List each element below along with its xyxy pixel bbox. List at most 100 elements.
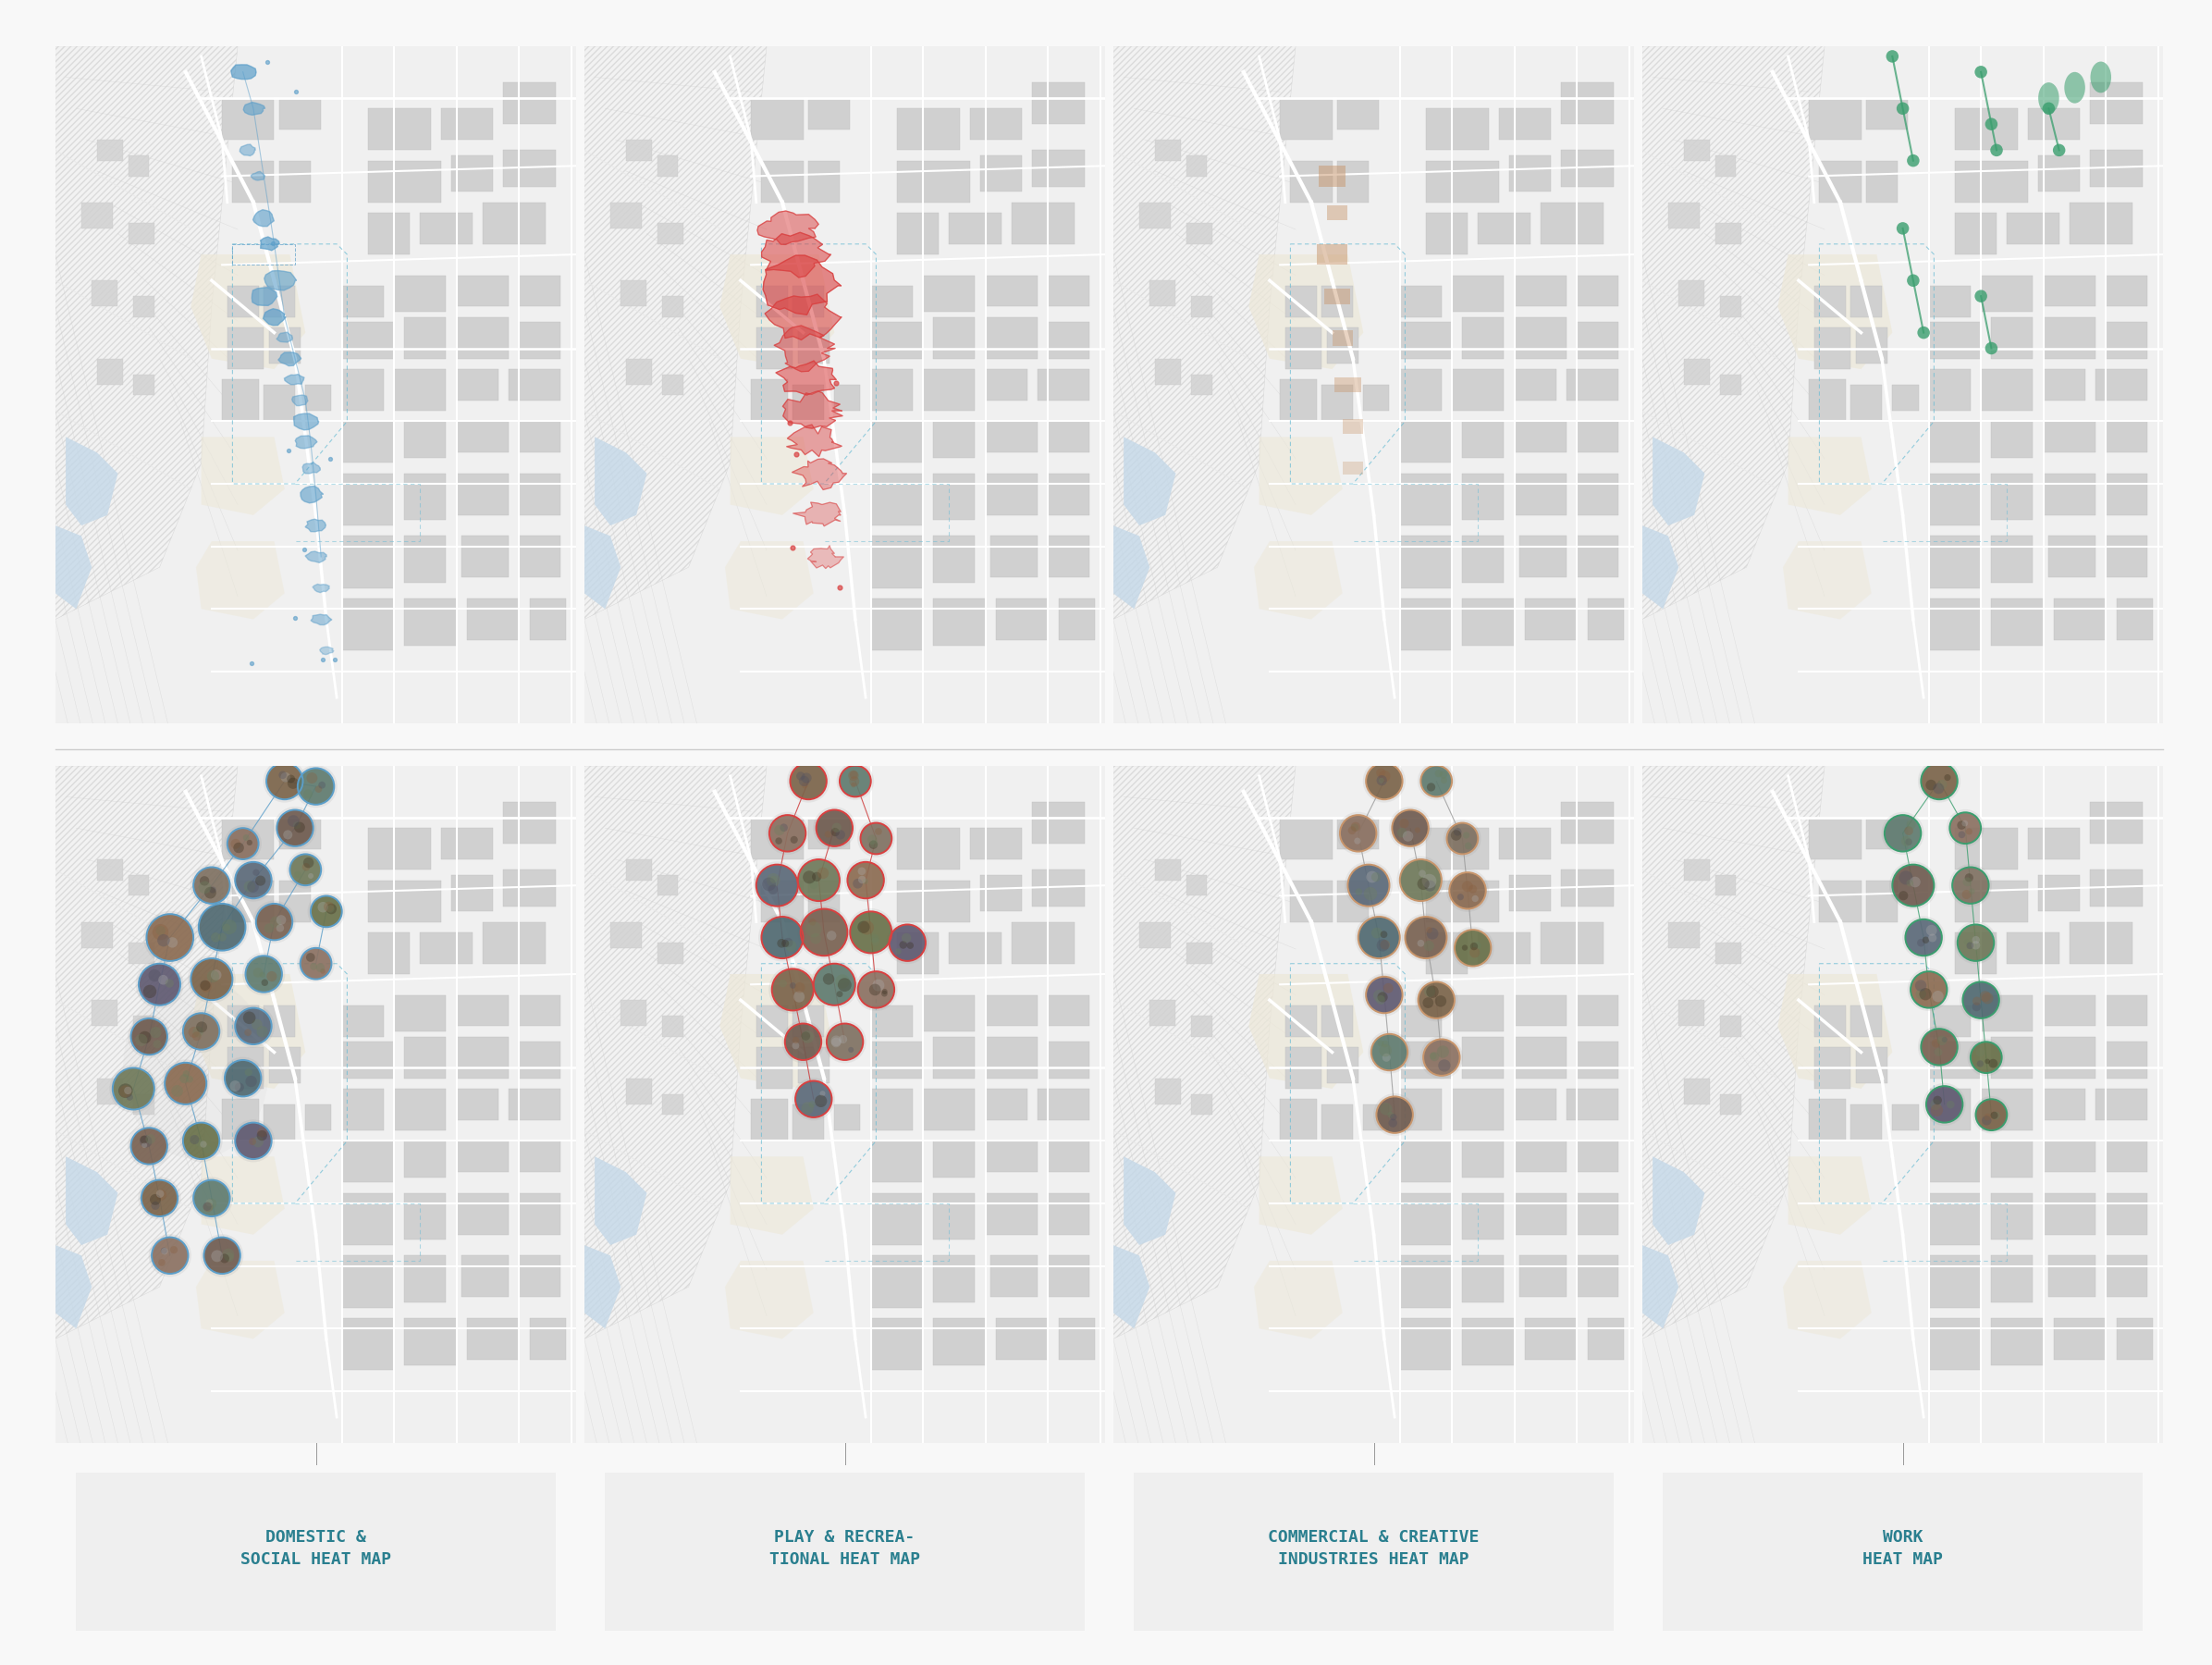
Circle shape bbox=[801, 783, 807, 789]
Bar bbox=[1400, 370, 1442, 411]
Bar bbox=[1155, 140, 1181, 160]
Bar bbox=[1281, 1099, 1316, 1141]
Bar bbox=[2044, 421, 2095, 453]
Circle shape bbox=[814, 806, 856, 849]
Bar bbox=[405, 1255, 447, 1302]
Circle shape bbox=[254, 876, 265, 886]
Circle shape bbox=[1896, 221, 1909, 235]
Bar bbox=[834, 1104, 860, 1131]
Bar bbox=[343, 421, 394, 463]
Circle shape bbox=[1958, 924, 1993, 961]
Polygon shape bbox=[730, 436, 814, 514]
Bar bbox=[1856, 328, 1887, 365]
Circle shape bbox=[234, 862, 272, 899]
Circle shape bbox=[1927, 924, 1938, 936]
Bar bbox=[456, 1141, 509, 1172]
Circle shape bbox=[294, 764, 336, 808]
Bar bbox=[1451, 275, 1504, 311]
Circle shape bbox=[816, 867, 830, 879]
Bar bbox=[896, 881, 969, 922]
Bar bbox=[1955, 108, 2017, 150]
Circle shape bbox=[139, 1136, 148, 1144]
Bar bbox=[263, 385, 294, 421]
Circle shape bbox=[1962, 982, 2000, 1019]
Circle shape bbox=[1891, 864, 1933, 906]
Circle shape bbox=[248, 839, 252, 846]
Circle shape bbox=[246, 1069, 252, 1076]
Polygon shape bbox=[292, 395, 307, 406]
Polygon shape bbox=[584, 47, 768, 619]
Circle shape bbox=[1918, 759, 1960, 803]
Bar bbox=[2106, 996, 2148, 1026]
Circle shape bbox=[1971, 941, 1980, 949]
Circle shape bbox=[299, 768, 334, 804]
Bar bbox=[1325, 288, 1349, 305]
Point bbox=[270, 436, 305, 463]
Circle shape bbox=[204, 1202, 212, 1212]
Circle shape bbox=[1947, 1101, 1955, 1109]
Circle shape bbox=[128, 1124, 170, 1167]
Polygon shape bbox=[1783, 541, 1871, 619]
Bar bbox=[305, 1104, 332, 1131]
Circle shape bbox=[206, 1199, 217, 1209]
Bar bbox=[2055, 598, 2106, 641]
Bar bbox=[872, 1319, 922, 1370]
Bar bbox=[1155, 1079, 1181, 1104]
Bar bbox=[1683, 859, 1710, 881]
Bar bbox=[405, 1319, 456, 1365]
Bar bbox=[872, 1192, 922, 1245]
Circle shape bbox=[307, 892, 345, 931]
Text: COMMERCIAL & CREATIVE
INDUSTRIES HEAT MAP: COMMERCIAL & CREATIVE INDUSTRIES HEAT MA… bbox=[1267, 1530, 1480, 1568]
Circle shape bbox=[1469, 884, 1478, 894]
Text: PLAY & RECREA-
TIONAL HEAT MAP: PLAY & RECREA- TIONAL HEAT MAP bbox=[770, 1530, 920, 1568]
Circle shape bbox=[197, 1022, 208, 1032]
Text: WORK
HEAT MAP: WORK HEAT MAP bbox=[1863, 1530, 1942, 1568]
Bar bbox=[1991, 536, 2033, 583]
Circle shape bbox=[230, 1081, 241, 1092]
Circle shape bbox=[274, 806, 316, 849]
Circle shape bbox=[265, 971, 276, 982]
Bar bbox=[1577, 1042, 1619, 1079]
Bar bbox=[1338, 98, 1378, 130]
Bar bbox=[1851, 385, 1882, 421]
Bar bbox=[1150, 280, 1177, 306]
Circle shape bbox=[1920, 987, 1931, 1001]
Bar bbox=[792, 286, 825, 316]
Circle shape bbox=[148, 969, 161, 982]
Bar bbox=[1281, 380, 1316, 421]
Bar bbox=[1520, 536, 1566, 578]
Bar bbox=[1451, 370, 1504, 411]
Polygon shape bbox=[783, 391, 843, 428]
Circle shape bbox=[803, 871, 816, 884]
Circle shape bbox=[836, 763, 874, 799]
Circle shape bbox=[1420, 766, 1451, 798]
Circle shape bbox=[1962, 821, 1969, 826]
Circle shape bbox=[907, 942, 914, 949]
Bar bbox=[2090, 869, 2143, 906]
Bar bbox=[872, 598, 922, 651]
Bar bbox=[872, 370, 914, 411]
FancyBboxPatch shape bbox=[1663, 1474, 2143, 1632]
Circle shape bbox=[276, 809, 314, 846]
Circle shape bbox=[257, 904, 292, 941]
Bar bbox=[872, 1042, 922, 1079]
Circle shape bbox=[801, 1102, 814, 1114]
Polygon shape bbox=[1787, 436, 1871, 514]
Circle shape bbox=[126, 1094, 133, 1101]
Circle shape bbox=[1420, 1036, 1462, 1079]
Bar bbox=[1192, 375, 1212, 395]
Circle shape bbox=[319, 902, 327, 912]
Polygon shape bbox=[1113, 766, 1296, 1339]
Circle shape bbox=[1363, 974, 1405, 1016]
Circle shape bbox=[252, 1136, 263, 1147]
Bar bbox=[1515, 1037, 1566, 1079]
Polygon shape bbox=[243, 102, 265, 115]
Circle shape bbox=[1905, 919, 1942, 956]
Bar bbox=[757, 328, 792, 370]
Polygon shape bbox=[55, 766, 237, 1339]
Circle shape bbox=[1462, 944, 1469, 951]
Bar bbox=[1462, 473, 1504, 519]
Bar bbox=[456, 275, 509, 306]
Circle shape bbox=[1400, 819, 1409, 828]
Bar bbox=[1500, 108, 1551, 140]
